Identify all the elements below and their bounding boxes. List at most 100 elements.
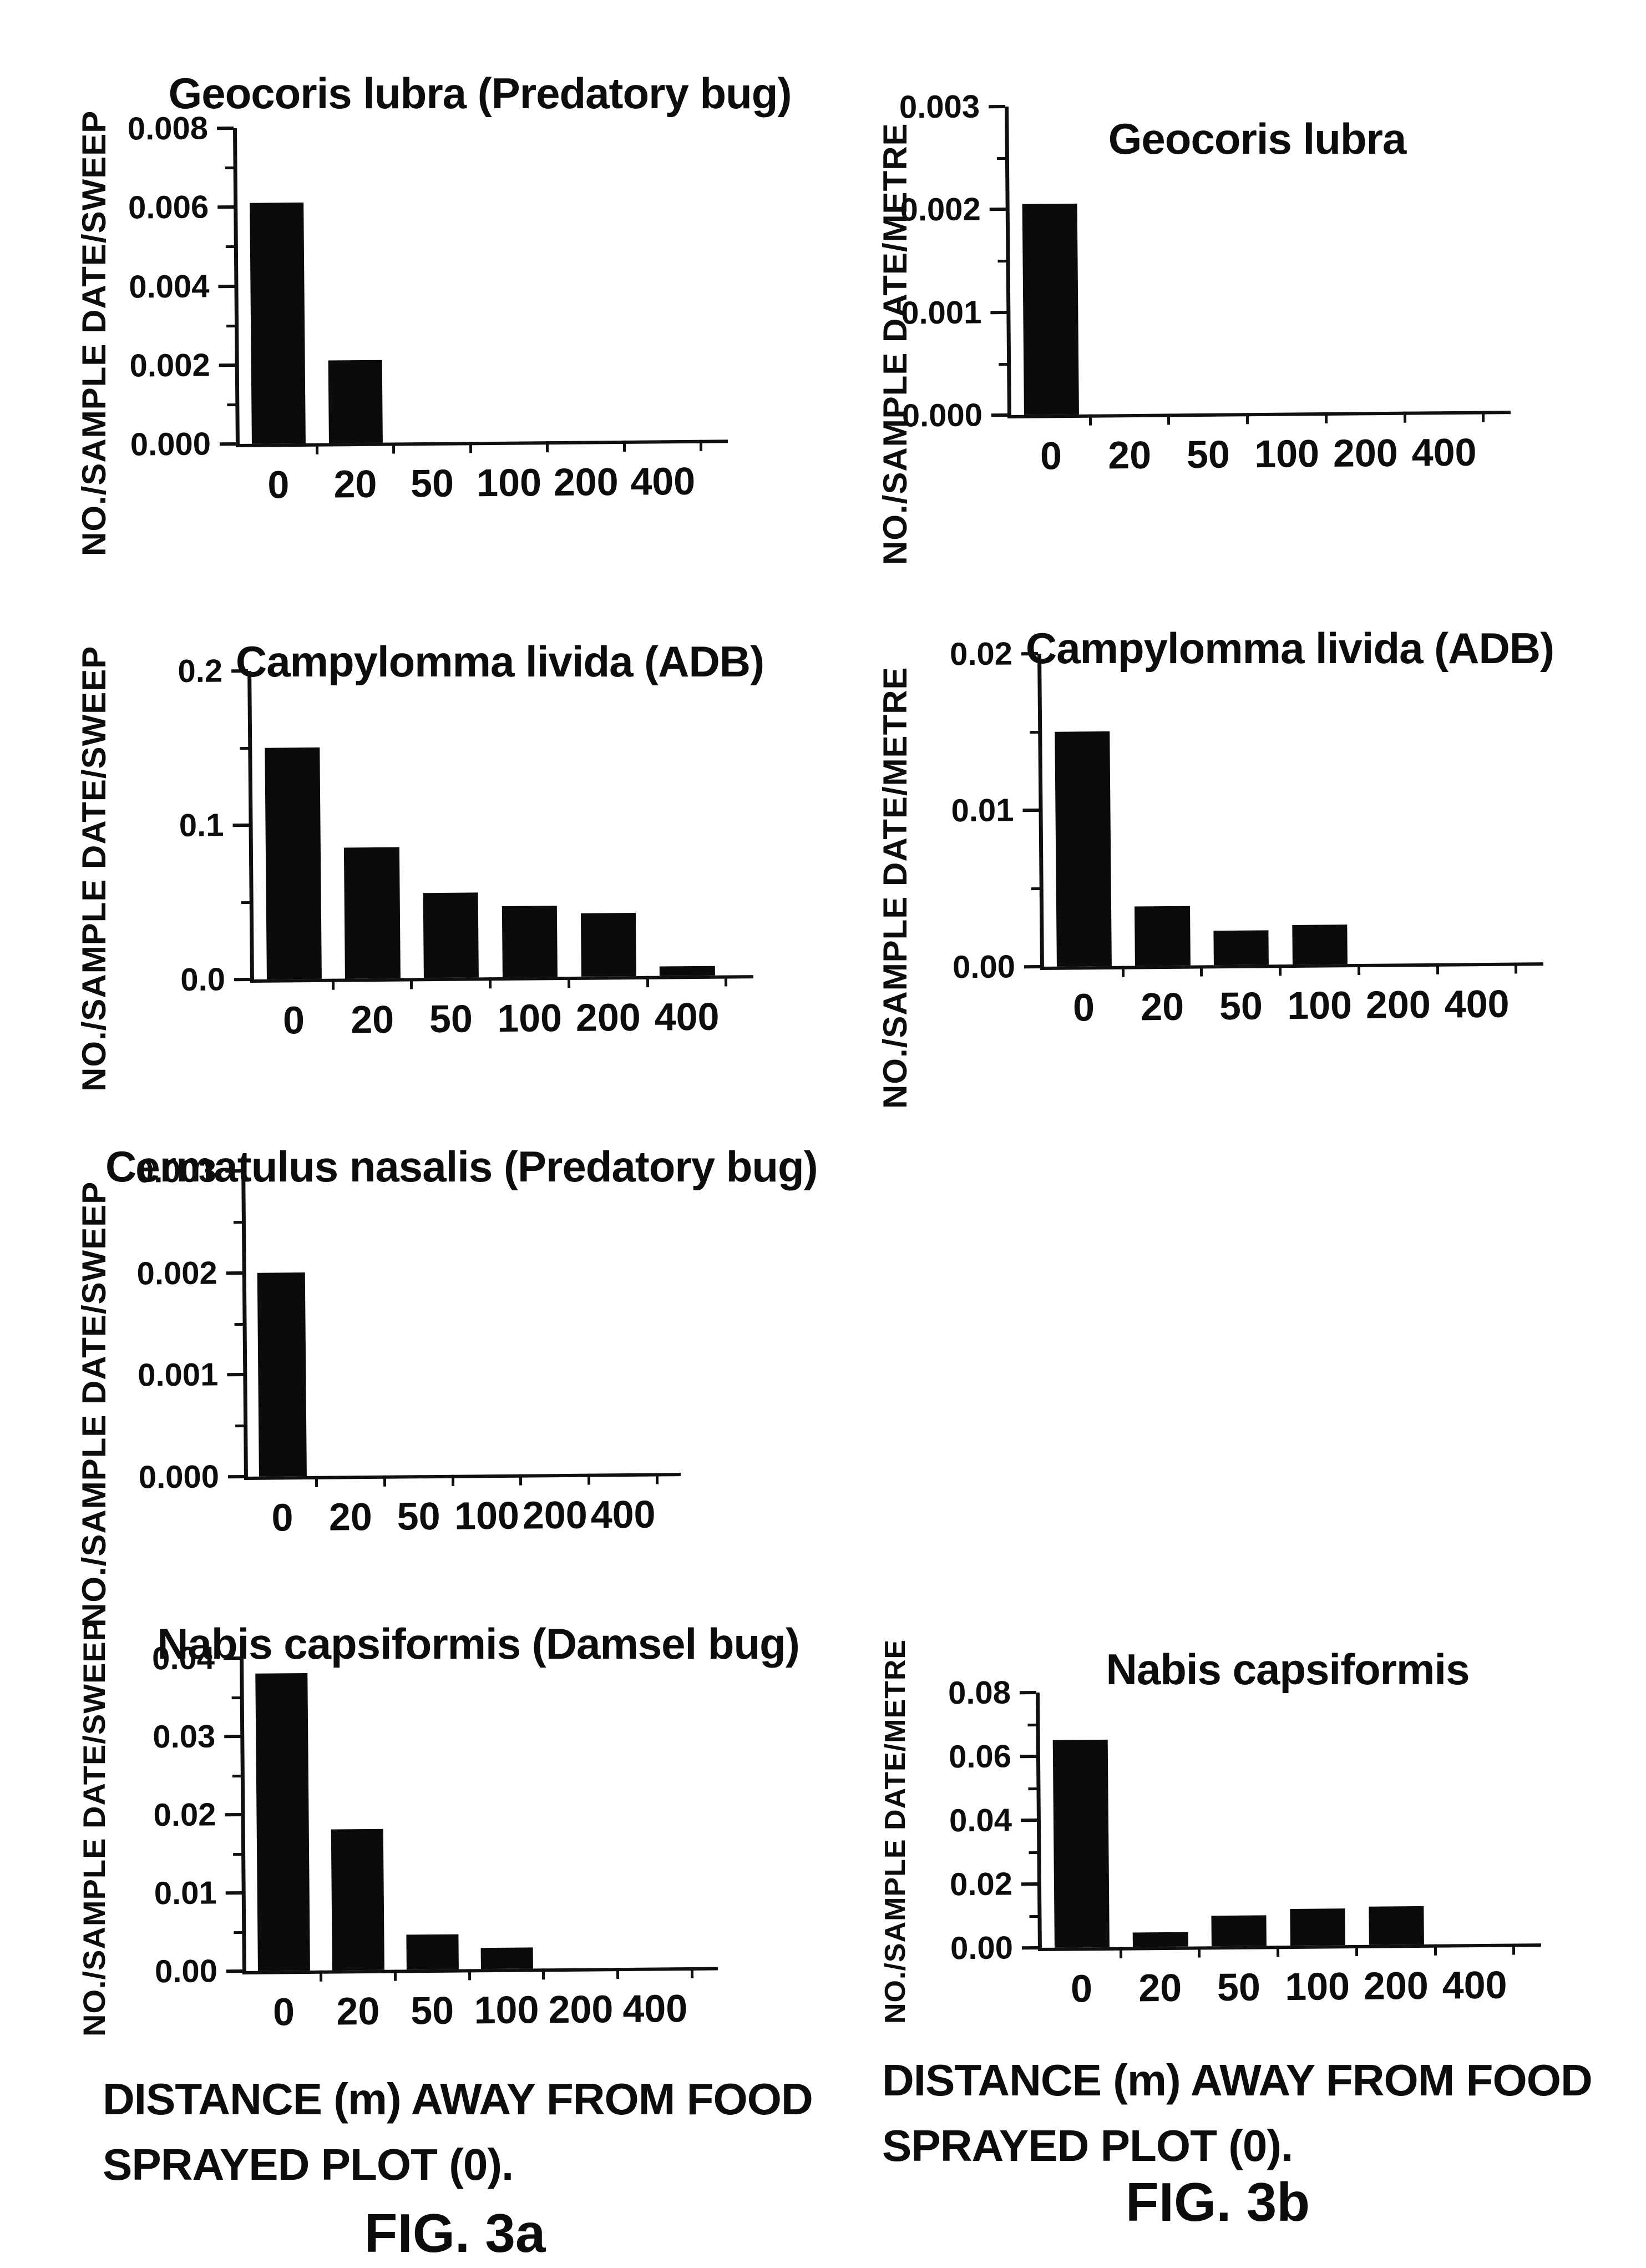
bar-100m (502, 906, 558, 978)
y-axis-label: NO./SAMPLE DATE/METRE (877, 666, 914, 1109)
x-axis-tick (567, 976, 571, 988)
x-tick-label: 0 (1070, 1967, 1093, 2011)
y-axis-minor-tick (1030, 730, 1040, 734)
figure-label-3a: FIG. 3a (364, 2203, 546, 2264)
x-tick-label: 400 (590, 1492, 656, 1537)
bar-0m (1054, 731, 1112, 967)
x-tick-label: 200 (575, 995, 641, 1039)
y-tick-label: 0.00 (154, 1953, 218, 1990)
y-axis-major-tick (224, 1656, 241, 1660)
x-tick-label: 100 (1284, 1964, 1350, 2009)
x-tick-label: 400 (622, 1987, 688, 2031)
x-axis-tick (315, 1476, 318, 1487)
y-tick-label: 0.08 (948, 1674, 1011, 1711)
x-axis-tick (392, 442, 396, 454)
y-axis-minor-tick (1029, 1851, 1039, 1854)
y-axis-major-tick (216, 127, 234, 130)
y-axis-major-tick (217, 205, 235, 209)
plot-area: 0.02 0.01 0.00 0 20 50 100 200 400 (950, 635, 1543, 1029)
x-axis-tick (1434, 1944, 1437, 1956)
bar-200m (1368, 1906, 1424, 1945)
x-axis-tick (691, 1967, 694, 1978)
y-axis-major-tick (1021, 1882, 1038, 1886)
y-axis-major-tick (231, 669, 249, 673)
x-axis-tick (1279, 964, 1282, 976)
caption-line: DISTANCE (m) AWAY FROM FOOD (882, 2055, 1593, 2105)
y-axis-minor-tick (235, 1424, 245, 1427)
y-tick-label: 0.06 (948, 1738, 1012, 1775)
plot-area: 0.008 0.006 0.004 0.002 0.000 0 20 50 100 200 400 (128, 110, 728, 507)
x-tick-label: 0 (272, 1990, 295, 2034)
y-tick-label: 0.003 (899, 88, 980, 125)
y-axis-major-tick (234, 977, 251, 982)
y-axis-minor-tick (1028, 1787, 1038, 1790)
y-axis-label: NO./SAMPLE DATE/SWEEP (75, 1181, 113, 1627)
x-tick-label: 100 (474, 1988, 539, 2032)
y-tick-label: 0.00 (950, 1929, 1014, 1967)
x-axis-tick (319, 1970, 322, 1982)
x-tick-label: 100 (1254, 432, 1320, 476)
bar-50m (1213, 930, 1269, 966)
x-tick-label: 20 (1140, 984, 1184, 1029)
y-axis-minor-tick (225, 245, 235, 249)
y-tick-label: 0.00 (952, 948, 1016, 986)
x-tick-label: 200 (548, 1987, 614, 2032)
y-tick-label: 0.006 (128, 189, 209, 226)
y-axis-major-tick (225, 1169, 242, 1173)
x-axis-tick (655, 1473, 659, 1484)
x-axis-tick (489, 977, 492, 989)
x-axis-tick (1246, 413, 1249, 425)
x-tick-label: 20 (350, 997, 394, 1042)
x-axis-tick (1324, 412, 1328, 424)
x-tick-label: 200 (553, 459, 619, 504)
x-axis-tick (1436, 963, 1439, 974)
plot-area: 0.2 0.1 0.0 0 20 50 100 200 400 (178, 653, 753, 1042)
x-tick-label: 50 (1219, 984, 1263, 1028)
y-axis-major-tick (1020, 1819, 1037, 1822)
x-tick-label: 0 (267, 463, 290, 507)
y-axis-major-tick (1021, 1946, 1039, 1950)
bar-200m (580, 912, 636, 977)
x-axis-tick (1515, 962, 1518, 974)
y-axis-minor-tick (241, 901, 251, 905)
bar-20m (1135, 906, 1191, 966)
x-tick-label: 200 (1333, 431, 1399, 475)
x-axis-tick (451, 1474, 454, 1486)
y-axis-minor-tick (232, 1774, 242, 1777)
bar-0m (1022, 203, 1079, 415)
plot-area: 0.08 0.06 0.04 0.02 0.00 0 20 50 100 200 400 (948, 1674, 1541, 2010)
y-axis-major-tick (990, 310, 1007, 315)
y-tick-label: 0.02 (153, 1796, 216, 1833)
bar-50m (423, 892, 479, 978)
plot-area: 0.003 0.002 0.001 0.000 0 20 50 100 200 400 (136, 1153, 681, 1539)
x-axis-tick (1200, 965, 1203, 977)
y-axis-major-tick (989, 105, 1006, 109)
y-axis-minor-tick (227, 403, 237, 407)
x-tick-label: 0 (1040, 434, 1062, 478)
y-axis-major-tick (219, 363, 236, 367)
bar-0m (255, 1673, 311, 1971)
x-tick-label: 20 (1107, 433, 1152, 477)
y-axis-major-tick (227, 1474, 245, 1479)
y-axis-major-tick (1022, 809, 1040, 812)
bar-100m (1290, 1908, 1345, 1946)
x-axis-tick (393, 1969, 397, 1981)
chart-title: Nabis capsiformis (1106, 1644, 1470, 1694)
x-axis-caption-right: DISTANCE (m) AWAY FROM FOOD SPRAYED PLOT… (882, 2048, 1593, 2179)
y-axis-major-tick (232, 824, 250, 827)
y-tick-label: 0.0 (180, 961, 226, 998)
x-tick-label: 400 (1444, 982, 1510, 1026)
x-tick-label: 400 (1411, 430, 1477, 474)
bar-0m (1052, 1739, 1110, 1948)
x-axis-tick (383, 1475, 386, 1487)
y-axis-minor-tick (234, 1931, 244, 1934)
bar-0m (250, 202, 306, 444)
y-tick-label: 0.004 (129, 268, 210, 305)
x-tick-label: 400 (654, 994, 720, 1039)
y-axis-minor-tick (1031, 887, 1041, 891)
y-axis-major-tick (991, 413, 1008, 417)
chart-title: Geocoris lubra (1108, 114, 1407, 163)
x-axis-tick (469, 442, 472, 453)
x-tick-label: 100 (497, 996, 563, 1040)
